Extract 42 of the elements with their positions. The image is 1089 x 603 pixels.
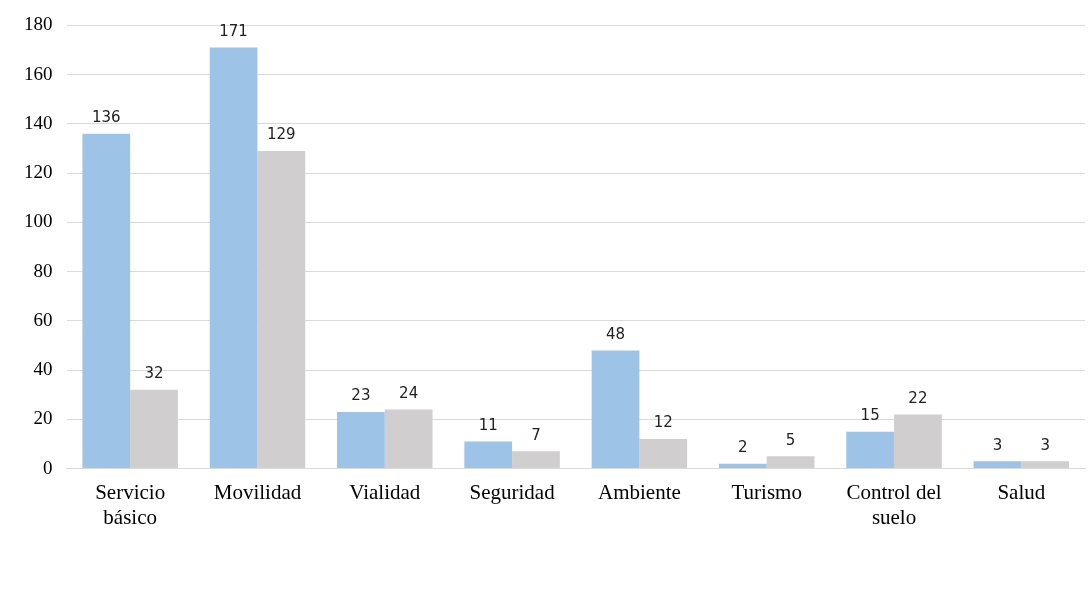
data-label: 7 — [531, 425, 541, 444]
data-label: 32 — [144, 364, 164, 383]
x-tick-label: Servicio básico — [95, 479, 166, 529]
y-tick-label: 120 — [24, 161, 53, 183]
bar — [82, 133, 131, 469]
x-tick-label: Movilidad — [213, 479, 302, 504]
y-tick-label: 100 — [24, 210, 53, 232]
data-label: 12 — [653, 413, 673, 432]
bar — [209, 47, 258, 469]
y-tick-label: 80 — [33, 259, 53, 281]
data-label: 3 — [1040, 435, 1050, 454]
y-tick-label: 40 — [33, 358, 53, 380]
bar — [973, 461, 1022, 469]
data-label: 15 — [860, 406, 880, 425]
bar — [591, 350, 640, 469]
data-label: 23 — [351, 386, 371, 405]
y-tick-label: 180 — [24, 13, 53, 35]
data-label: 5 — [785, 430, 796, 449]
y-tick-label: 0 — [43, 456, 53, 478]
x-tick-label: Turismo — [731, 479, 802, 504]
y-tick-label: 20 — [33, 407, 53, 429]
bar — [846, 431, 895, 469]
bar — [464, 441, 513, 469]
data-label: 48 — [605, 324, 626, 343]
bar — [718, 463, 767, 469]
x-tick-label: Vialidad — [349, 479, 421, 504]
y-tick-label: 60 — [33, 308, 53, 330]
data-label: 3 — [992, 435, 1003, 454]
y-tick-label: 160 — [24, 62, 53, 84]
data-label: 136 — [91, 108, 121, 127]
bar — [337, 411, 385, 469]
data-label: 171 — [219, 21, 248, 40]
x-tick-label: Ambiente — [598, 479, 681, 504]
data-label: 11 — [478, 415, 498, 434]
x-tick-label: Control del suelo — [846, 479, 942, 529]
data-label: 129 — [267, 125, 296, 144]
x-tick-label: Salud — [997, 479, 1046, 504]
data-label: 2 — [738, 438, 748, 457]
data-label: 24 — [399, 383, 419, 402]
y-tick-label: 140 — [24, 111, 53, 133]
data-label: 22 — [908, 388, 928, 407]
x-tick-label: Seguridad — [469, 479, 556, 504]
